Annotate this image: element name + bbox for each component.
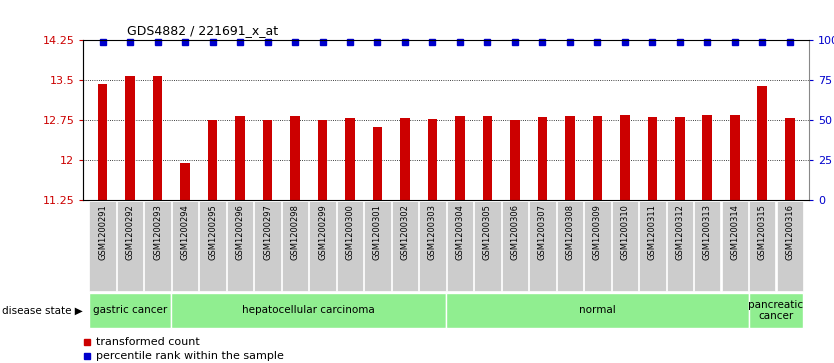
Bar [620,115,630,200]
FancyBboxPatch shape [776,201,803,291]
FancyBboxPatch shape [171,293,446,328]
Text: GSM1200306: GSM1200306 [510,204,520,260]
Text: disease state ▶: disease state ▶ [2,305,83,315]
Bar [235,115,245,200]
FancyBboxPatch shape [117,201,143,291]
Bar [757,86,767,200]
Text: transformed count: transformed count [97,337,200,347]
FancyBboxPatch shape [475,201,500,291]
Bar [400,118,409,200]
Bar [345,118,354,200]
Bar [483,115,492,200]
Text: GSM1200296: GSM1200296 [235,204,244,260]
Text: GSM1200311: GSM1200311 [648,204,657,260]
Bar [592,115,602,200]
Text: GSM1200313: GSM1200313 [703,204,711,260]
Text: normal: normal [579,305,615,315]
Text: GSM1200302: GSM1200302 [400,204,409,260]
Bar [675,117,685,200]
Bar [785,118,795,200]
Bar [538,117,547,200]
Bar [153,76,163,200]
Text: GSM1200315: GSM1200315 [758,204,766,260]
FancyBboxPatch shape [172,201,198,291]
FancyBboxPatch shape [420,201,445,291]
Bar [373,127,382,200]
FancyBboxPatch shape [446,293,749,328]
FancyBboxPatch shape [694,201,721,291]
FancyBboxPatch shape [309,201,336,291]
Bar [647,117,657,200]
FancyBboxPatch shape [584,201,610,291]
FancyBboxPatch shape [227,201,254,291]
Bar [98,84,108,200]
FancyBboxPatch shape [611,201,638,291]
Bar [318,120,327,200]
Bar [208,120,218,200]
Bar [125,76,135,200]
FancyBboxPatch shape [721,201,748,291]
FancyBboxPatch shape [502,201,528,291]
Text: GSM1200303: GSM1200303 [428,204,437,260]
FancyBboxPatch shape [666,201,693,291]
Text: GSM1200310: GSM1200310 [620,204,630,260]
Bar [565,115,575,200]
Text: GSM1200308: GSM1200308 [565,204,575,260]
Text: GSM1200316: GSM1200316 [786,204,794,260]
FancyBboxPatch shape [337,201,363,291]
Bar [730,115,740,200]
FancyBboxPatch shape [89,293,171,328]
Text: GSM1200294: GSM1200294 [181,204,189,260]
Text: hepatocellular carcinoma: hepatocellular carcinoma [243,305,375,315]
Text: GSM1200309: GSM1200309 [593,204,602,260]
Bar [455,115,465,200]
Text: GSM1200305: GSM1200305 [483,204,492,260]
Text: GSM1200314: GSM1200314 [731,204,739,260]
Bar [702,115,712,200]
Bar [510,120,520,200]
Text: GSM1200299: GSM1200299 [318,204,327,260]
FancyBboxPatch shape [530,201,555,291]
Text: percentile rank within the sample: percentile rank within the sample [97,351,284,362]
Text: GSM1200298: GSM1200298 [290,204,299,260]
FancyBboxPatch shape [556,201,583,291]
Text: GSM1200307: GSM1200307 [538,204,547,260]
FancyBboxPatch shape [749,293,803,328]
FancyBboxPatch shape [749,201,776,291]
FancyBboxPatch shape [254,201,281,291]
FancyBboxPatch shape [639,201,666,291]
Bar [263,120,273,200]
FancyBboxPatch shape [89,201,116,291]
FancyBboxPatch shape [392,201,418,291]
FancyBboxPatch shape [144,201,171,291]
Text: GSM1200295: GSM1200295 [208,204,217,260]
Text: GSM1200300: GSM1200300 [345,204,354,260]
FancyBboxPatch shape [199,201,226,291]
Bar [428,119,437,200]
Text: pancreatic
cancer: pancreatic cancer [748,299,804,321]
FancyBboxPatch shape [282,201,309,291]
FancyBboxPatch shape [447,201,473,291]
Text: GSM1200297: GSM1200297 [263,204,272,260]
Text: GSM1200292: GSM1200292 [126,204,134,260]
Text: GSM1200312: GSM1200312 [676,204,685,260]
Text: GSM1200304: GSM1200304 [455,204,465,260]
Bar [180,163,190,200]
Text: gastric cancer: gastric cancer [93,305,168,315]
FancyBboxPatch shape [364,201,390,291]
Text: GDS4882 / 221691_x_at: GDS4882 / 221691_x_at [127,24,278,37]
Text: GSM1200301: GSM1200301 [373,204,382,260]
Text: GSM1200293: GSM1200293 [153,204,162,260]
Bar [290,116,300,200]
Text: GSM1200291: GSM1200291 [98,204,107,260]
